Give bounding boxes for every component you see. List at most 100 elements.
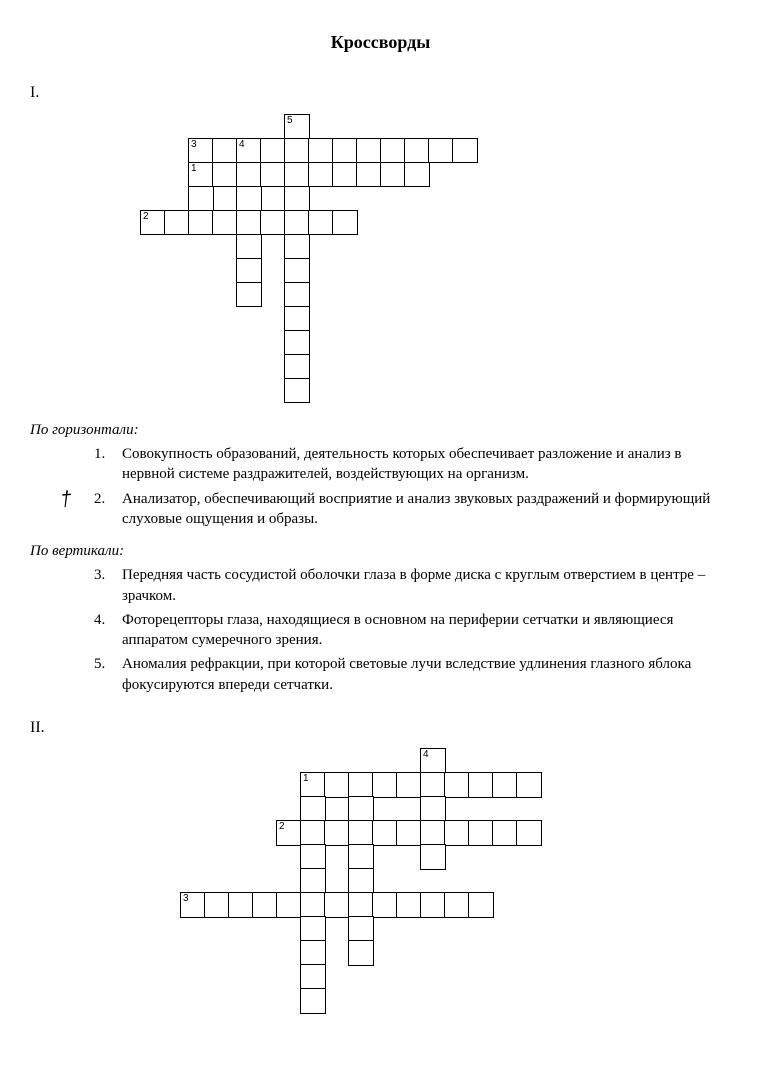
crossword-cell [212, 210, 238, 236]
crossword-cell [300, 868, 326, 894]
crossword-cell [348, 796, 374, 822]
crossword-cell [516, 772, 542, 798]
crossword-cell [260, 162, 286, 188]
clue-item: 4. Фоторецепторы глаза, находящиеся в ос… [94, 610, 731, 651]
clue-number: 4. [94, 610, 105, 630]
crossword-cell [372, 772, 398, 798]
crossword-cell [300, 820, 326, 846]
clue-text: Передняя часть сосудистой оболочки глаза… [122, 567, 705, 603]
crossword-cell [236, 186, 262, 212]
crossword-cell [468, 772, 494, 798]
hand-annotation-icon: † [59, 486, 73, 514]
crossword-cell [396, 892, 422, 918]
crossword-cell [204, 892, 230, 918]
crossword-cell [236, 162, 262, 188]
crossword-cell [420, 844, 446, 870]
crossword-2-wrap: 4 1 2 3 [180, 748, 731, 1014]
crossword-cell [332, 210, 358, 236]
crossword-cell [444, 820, 470, 846]
clue-text: Аномалия рефракции, при которой световые… [122, 656, 691, 692]
crossword-cell [420, 772, 446, 798]
crossword-cell [236, 210, 262, 236]
crossword-cell [276, 892, 302, 918]
crossword-cell [444, 772, 470, 798]
page-title: Кроссворды [30, 30, 731, 54]
vert-clues-1: 3. Передняя часть сосудистой оболочки гл… [30, 565, 731, 695]
crossword-cell [284, 234, 310, 260]
crossword-cell [300, 796, 326, 822]
cell-number: 3 [190, 139, 197, 150]
horiz-clues-1: 1. Совокупность образований, деятельност… [30, 444, 731, 529]
crossword-cell [324, 892, 350, 918]
crossword-cell [380, 162, 406, 188]
crossword-cell [284, 138, 310, 164]
crossword-cell [300, 940, 326, 966]
crossword-cell [252, 892, 278, 918]
clue-number: 2. [94, 489, 105, 509]
clue-item: 1. Совокупность образований, деятельност… [94, 444, 731, 485]
clue-item: † 2. Анализатор, обеспечивающий восприят… [94, 489, 731, 530]
crossword-cell [452, 138, 478, 164]
crossword-cell [404, 162, 430, 188]
clue-number: 3. [94, 565, 105, 585]
crossword-cell [324, 820, 350, 846]
cell-number: 3 [182, 893, 189, 904]
cell-number: 2 [278, 821, 285, 832]
crossword-cell [284, 282, 310, 308]
crossword-cell [260, 210, 286, 236]
crossword-cell [348, 868, 374, 894]
crossword-cell [308, 138, 334, 164]
crossword-cell [300, 892, 326, 918]
crossword-cell [284, 330, 310, 356]
cell-number: 2 [142, 211, 149, 222]
crossword-cell [332, 162, 358, 188]
crossword-cell [348, 844, 374, 870]
crossword-cell [380, 138, 406, 164]
crossword-cell [492, 772, 518, 798]
crossword-cell [356, 162, 382, 188]
crossword-cell [284, 162, 310, 188]
crossword-cell [492, 820, 518, 846]
crossword-cell [428, 138, 454, 164]
crossword-cell [332, 138, 358, 164]
clue-number: 1. [94, 444, 105, 464]
clue-item: 3. Передняя часть сосудистой оболочки гл… [94, 565, 731, 606]
crossword-cell [236, 282, 262, 308]
crossword-cell [348, 772, 374, 798]
crossword-cell [188, 186, 214, 212]
crossword-cell [284, 258, 310, 284]
crossword-cell [300, 988, 326, 1014]
horiz-heading-1: По горизонтали: [30, 420, 731, 440]
crossword-1: 53412 [140, 114, 478, 404]
crossword-cell [284, 186, 310, 212]
section-1-label: I. [30, 82, 731, 104]
crossword-cell [284, 354, 310, 380]
cell-number: 1 [302, 773, 309, 784]
crossword-cell [348, 940, 374, 966]
crossword-cell [284, 306, 310, 332]
crossword-cell [348, 916, 374, 942]
vert-heading-1: По вертикали: [30, 541, 731, 561]
cell-number: 4 [422, 749, 429, 760]
crossword-cell [228, 892, 254, 918]
crossword-cell [356, 138, 382, 164]
clue-text: Совокупность образований, деятельность к… [122, 446, 682, 482]
crossword-cell [420, 892, 446, 918]
crossword-cell [420, 820, 446, 846]
crossword-cell [348, 892, 374, 918]
crossword-1-wrap: 53412 [140, 114, 731, 404]
crossword-cell [348, 820, 374, 846]
cell-number: 1 [190, 163, 197, 174]
crossword-cell [212, 138, 238, 164]
crossword-cell [188, 210, 214, 236]
clue-item: 5. Аномалия рефракции, при которой свето… [94, 654, 731, 695]
crossword-cell [284, 378, 310, 404]
crossword-cell [404, 138, 430, 164]
cell-number: 5 [286, 115, 293, 126]
crossword-cell [444, 892, 470, 918]
section-2-label: II. [30, 717, 731, 739]
clue-text: Фоторецепторы глаза, находящиеся в основ… [122, 612, 673, 648]
crossword-cell [164, 210, 190, 236]
crossword-cell [212, 162, 238, 188]
crossword-cell [300, 844, 326, 870]
